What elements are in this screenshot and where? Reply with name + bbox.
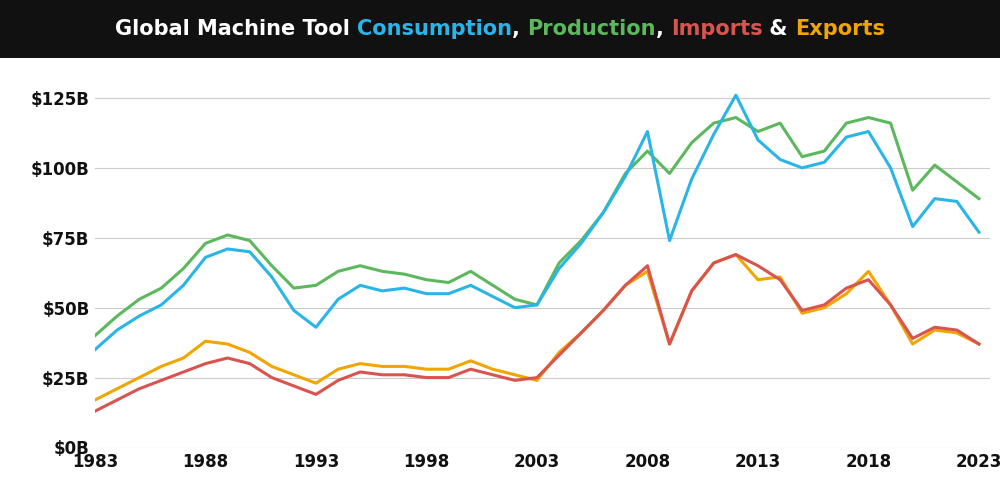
- Text: Imports: Imports: [671, 18, 762, 39]
- Text: Consumption: Consumption: [357, 18, 512, 39]
- Text: Global Machine Tool: Global Machine Tool: [115, 18, 357, 39]
- Text: ,: ,: [656, 18, 671, 39]
- Text: &: &: [762, 18, 795, 39]
- Text: Production: Production: [527, 18, 656, 39]
- Text: Exports: Exports: [795, 18, 885, 39]
- Text: ,: ,: [512, 18, 527, 39]
